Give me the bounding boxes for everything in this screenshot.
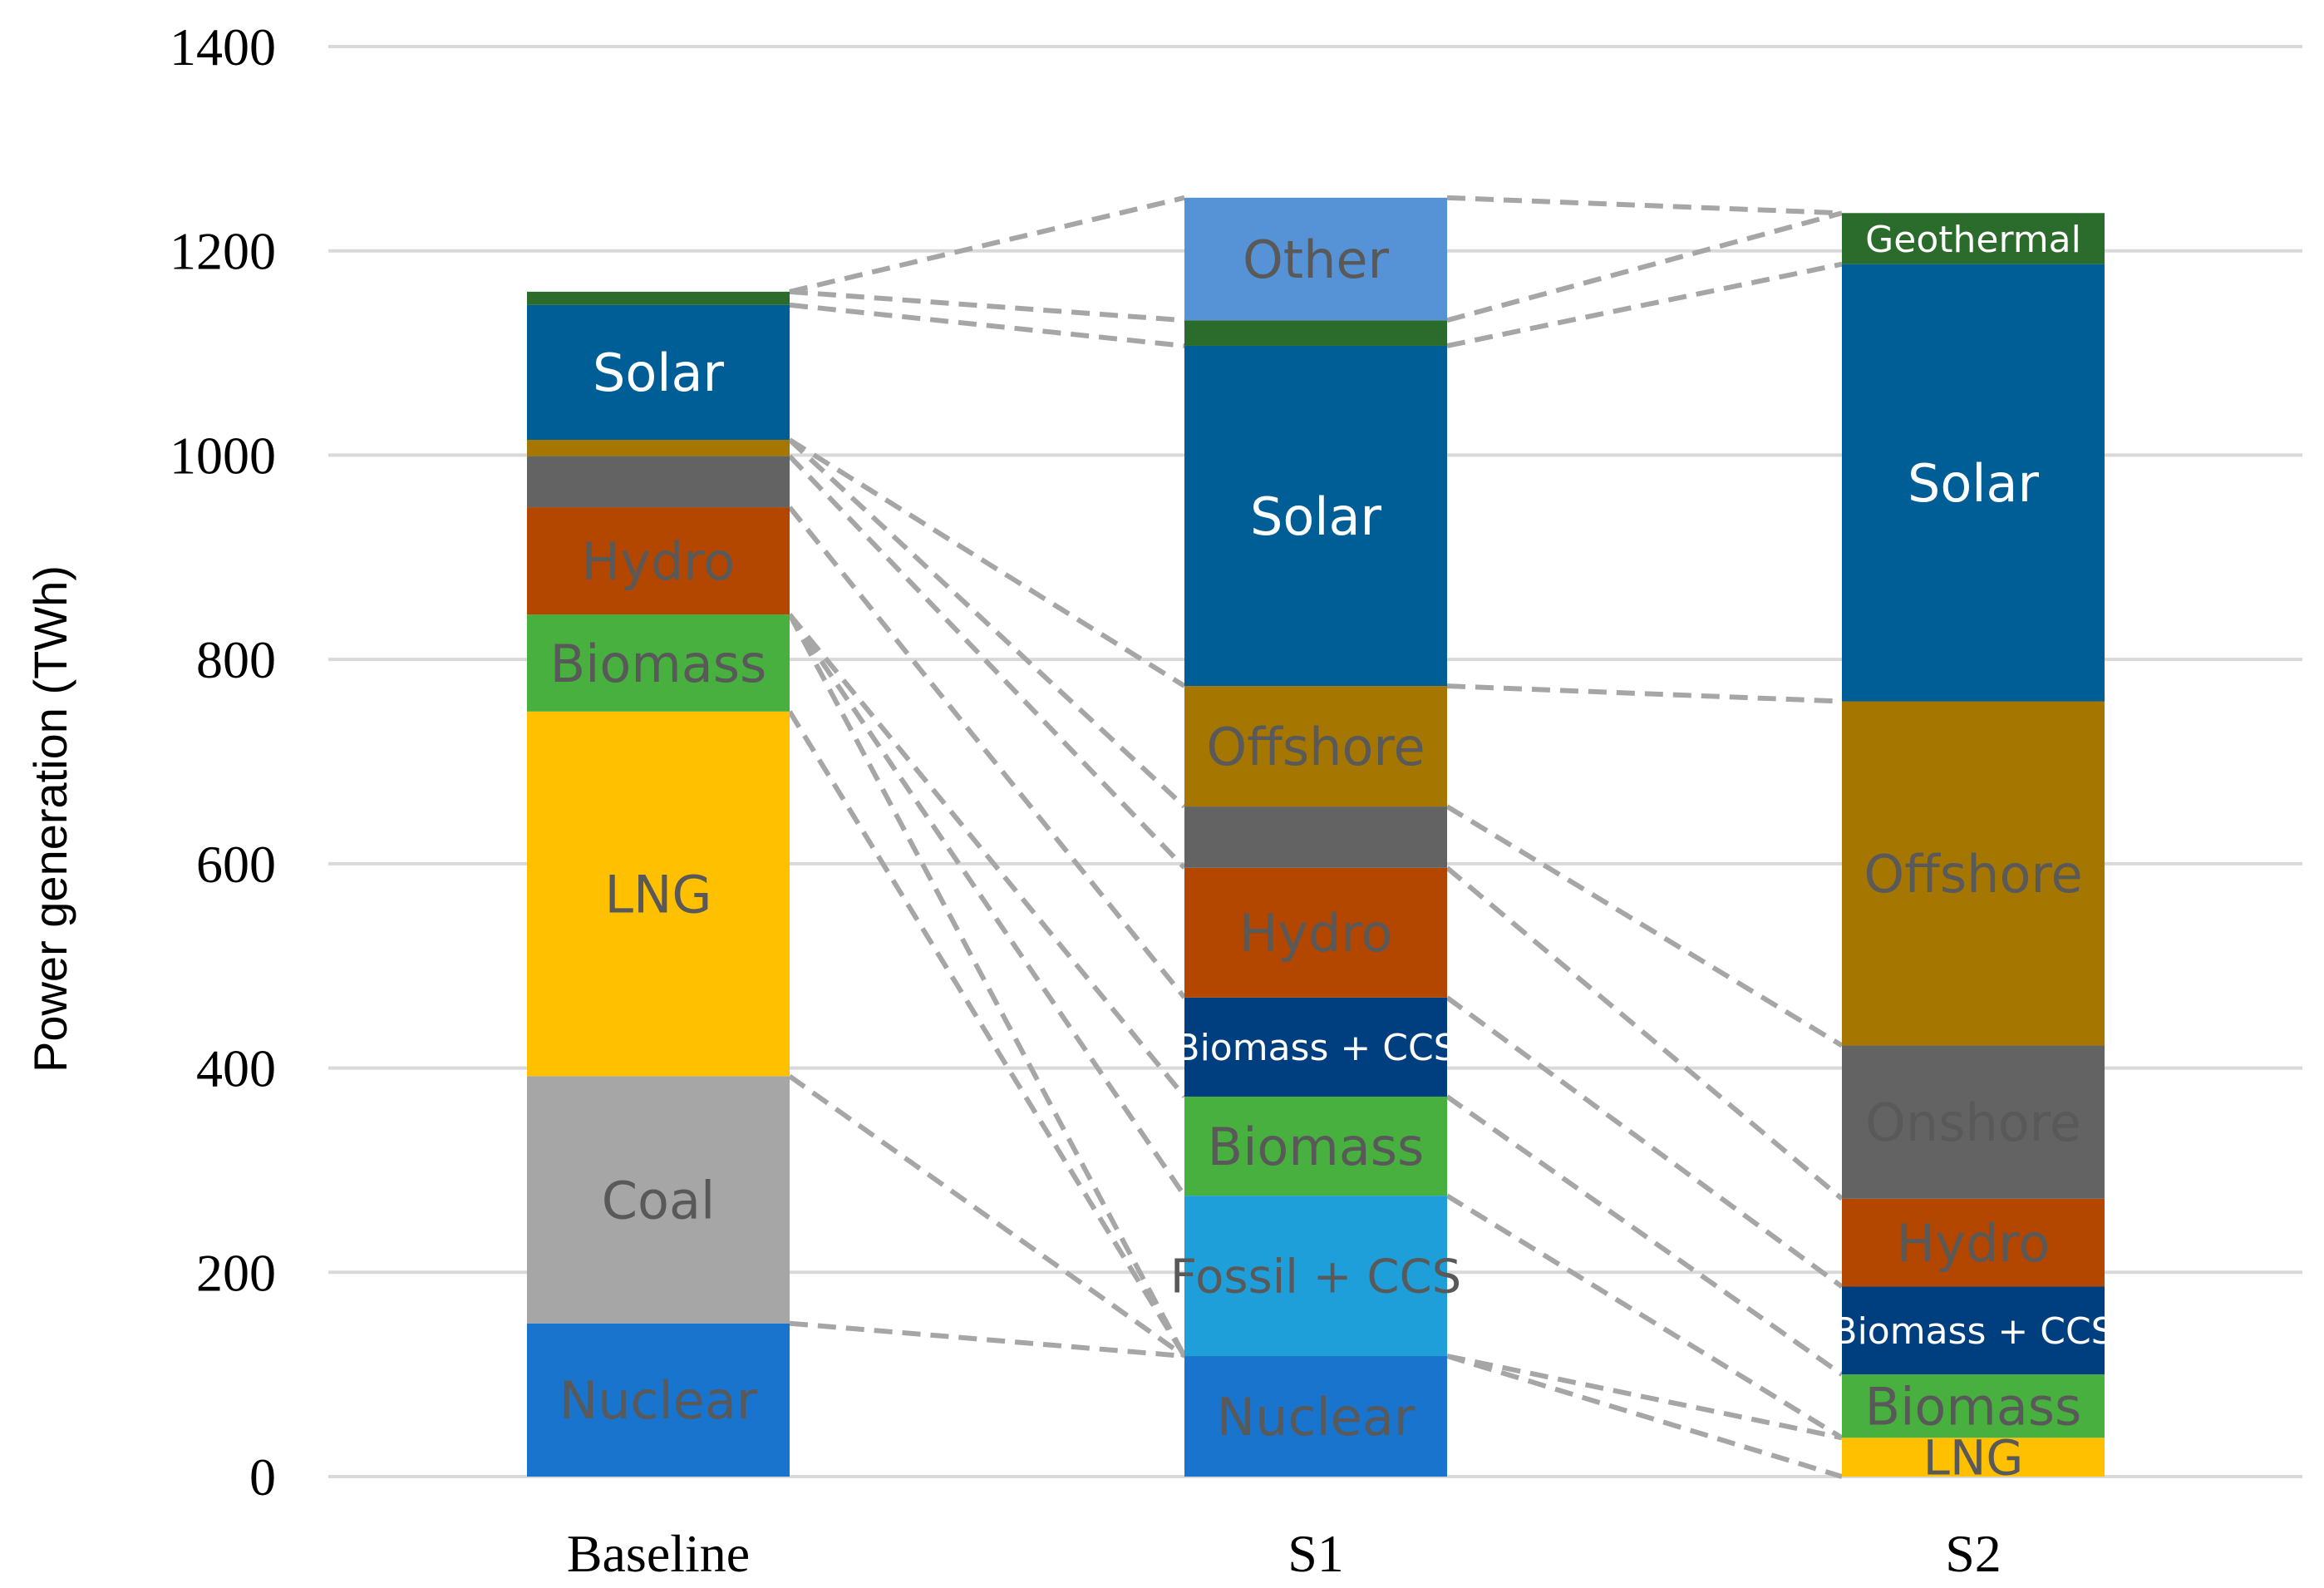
- segment-label: Onshore: [1865, 1092, 2081, 1153]
- segment-label: Biomass: [1208, 1117, 1425, 1177]
- y-axis-ticks: 0 200 400 600 800 1000 1200 1400: [170, 17, 276, 1507]
- y-tick-label: 400: [196, 1039, 276, 1098]
- bar-segment-onshore: [527, 456, 790, 508]
- segment-label: Offshore: [1864, 844, 2082, 905]
- bar-segment-solar: [1184, 345, 1447, 687]
- connector-line: [1445, 866, 1844, 1201]
- connector-line: [787, 613, 1187, 1197]
- x-category-label: S1: [1288, 1524, 1344, 1583]
- connector-line: [787, 613, 1187, 1358]
- segment-label: Solar: [1250, 486, 1382, 547]
- bar-segment-geothermal: [1842, 213, 2105, 264]
- segment-labels: NuclearCoalLNGBiomassHydroSolarNuclearFo…: [550, 219, 2115, 1487]
- segment-label: Other: [1243, 229, 1390, 290]
- bar-segment-coal: [527, 1076, 790, 1324]
- bars: [527, 197, 2105, 1477]
- connector-line: [1446, 683, 1843, 704]
- connector-lines: [787, 195, 1844, 1479]
- connector-line: [1445, 995, 1844, 1289]
- connector-line: [787, 613, 1187, 1098]
- connector-line: [789, 302, 1185, 348]
- bar-segment-fossil-ccs: [1184, 1196, 1447, 1357]
- segment-label: Solar: [593, 343, 725, 403]
- connector-line: [787, 437, 1187, 809]
- bar-segment-biomass-ccs: [1842, 1286, 2105, 1375]
- x-axis-categories: Baseline S1 S2: [567, 1524, 2001, 1583]
- y-tick-label: 0: [249, 1447, 276, 1507]
- bar-segment-nuclear: [527, 1323, 790, 1477]
- bar-segment-solar: [1842, 264, 2105, 702]
- bar-segment-other: [1184, 197, 1447, 321]
- connector-line: [1446, 195, 1843, 216]
- x-category-label: S2: [1945, 1524, 2001, 1583]
- segment-label: LNG: [605, 864, 712, 925]
- bar-segment-onshore: [1184, 806, 1447, 868]
- y-axis-title: Power generation (TWh): [24, 565, 76, 1073]
- segment-label: Solar: [1908, 453, 2040, 514]
- bar-segment-biomass-ccs: [1184, 997, 1447, 1097]
- connector-line: [1446, 1354, 1843, 1479]
- connector-line: [789, 289, 1185, 323]
- y-tick-label: 1000: [170, 426, 276, 485]
- connector-line: [1445, 804, 1844, 1048]
- x-category-label: Baseline: [567, 1524, 750, 1583]
- connector-line: [1446, 1354, 1843, 1441]
- connector-line: [787, 505, 1187, 999]
- bar-segment-solar: [527, 304, 790, 440]
- y-tick-label: 800: [196, 630, 276, 689]
- connector-line: [1445, 1094, 1844, 1377]
- segment-label: Biomass + CCS: [1832, 1310, 2114, 1353]
- segment-label: Offshore: [1206, 717, 1425, 777]
- bar-segment-lng: [1842, 1438, 2105, 1477]
- connector-line: [1446, 210, 1843, 323]
- connector-line: [789, 195, 1185, 294]
- connector-line: [787, 454, 1187, 870]
- y-tick-label: 200: [196, 1243, 276, 1302]
- connector-line: [1445, 1193, 1844, 1440]
- bar-segment-offshore: [1842, 701, 2105, 1046]
- bar-segment-geothermal: [527, 291, 790, 305]
- segment-label: Geothermal: [1865, 219, 2081, 261]
- y-tick-label: 1200: [170, 222, 276, 281]
- bar-segment-hydro: [527, 507, 790, 615]
- y-tick-label: 1400: [170, 17, 276, 76]
- segment-label: Coal: [602, 1170, 715, 1230]
- bar-segment-offshore: [527, 440, 790, 456]
- y-tick-label: 600: [196, 835, 276, 894]
- segment-label: Biomass + CCS: [1174, 1027, 1456, 1069]
- segment-label: LNG: [1923, 1430, 2024, 1487]
- bar-segment-geothermal: [1184, 320, 1447, 346]
- bar-segment-onshore: [1842, 1045, 2105, 1199]
- segment-label: Hydro: [582, 531, 736, 592]
- bar-segment-nuclear: [1184, 1356, 1447, 1477]
- connector-line: [788, 437, 1186, 688]
- bar-segment-hydro: [1842, 1198, 2105, 1287]
- connector-line: [1446, 261, 1843, 348]
- bar-segment-lng: [527, 711, 790, 1077]
- segment-label: Fossil + CCS: [1170, 1250, 1461, 1304]
- bar-segment-offshore: [1184, 686, 1447, 807]
- connector-line: [787, 710, 1187, 1358]
- segment-label: Hydro: [1897, 1213, 2051, 1274]
- segment-label: Hydro: [1239, 903, 1393, 964]
- segment-label: Nuclear: [1217, 1387, 1416, 1447]
- bar-segment-biomass: [527, 614, 790, 712]
- segment-label: Biomass: [1865, 1377, 2082, 1438]
- connector-line: [788, 1073, 1186, 1359]
- bar-segment-biomass: [1184, 1096, 1447, 1196]
- segment-label: Nuclear: [559, 1370, 758, 1431]
- segment-label: Biomass: [550, 634, 767, 694]
- bar-segment-biomass: [1842, 1374, 2105, 1438]
- connector-line: [789, 1320, 1185, 1359]
- bar-segment-hydro: [1184, 867, 1447, 998]
